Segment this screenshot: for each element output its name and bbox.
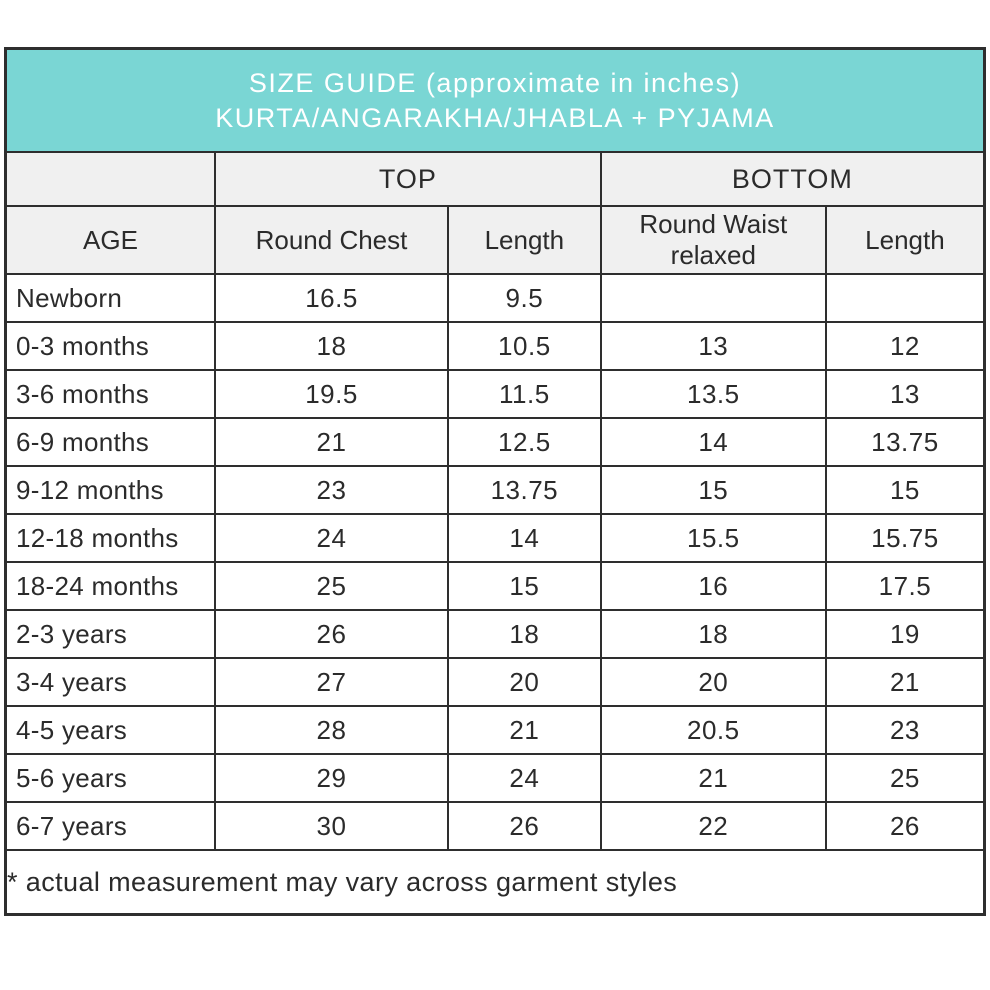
round-waist-cell: 15.5 <box>599 513 827 563</box>
table-row-9-12-months: 9-12 months 23 13.75 15 15 <box>4 465 986 515</box>
bottom-length-cell: 26 <box>824 801 986 851</box>
group-header-empty <box>4 151 216 207</box>
top-length-cell: 11.5 <box>447 369 602 419</box>
bottom-length-cell: 13 <box>824 369 986 419</box>
footnote-row: * actual measurement may vary across gar… <box>4 849 986 916</box>
table-row-3-4-years: 3-4 years 27 20 20 21 <box>4 657 986 707</box>
top-length-cell: 12.5 <box>447 417 602 467</box>
table-title: SIZE GUIDE (approximate in inches) KURTA… <box>4 47 986 153</box>
round-chest-cell: 29 <box>214 753 449 803</box>
footnote: * actual measurement may vary across gar… <box>4 849 986 916</box>
round-waist-cell <box>599 273 827 323</box>
col-header-top-length: Length <box>447 205 602 275</box>
round-chest-cell: 27 <box>214 657 449 707</box>
round-chest-cell: 28 <box>214 705 449 755</box>
round-chest-cell: 16.5 <box>214 273 449 323</box>
age-cell: 2-3 years <box>4 609 216 659</box>
top-length-cell: 26 <box>447 801 602 851</box>
round-chest-cell: 19.5 <box>214 369 449 419</box>
round-chest-cell: 24 <box>214 513 449 563</box>
age-cell: 3-4 years <box>4 657 216 707</box>
round-chest-cell: 25 <box>214 561 449 611</box>
bottom-length-cell: 21 <box>824 657 986 707</box>
table-row-2-3-years: 2-3 years 26 18 18 19 <box>4 609 986 659</box>
top-length-cell: 9.5 <box>447 273 602 323</box>
top-length-cell: 21 <box>447 705 602 755</box>
round-waist-cell: 20 <box>599 657 827 707</box>
top-length-cell: 14 <box>447 513 602 563</box>
round-waist-cell: 13.5 <box>599 369 827 419</box>
group-header-bottom: BOTTOM <box>599 151 986 207</box>
bottom-length-cell: 15 <box>824 465 986 515</box>
top-length-cell: 18 <box>447 609 602 659</box>
age-cell: Newborn <box>4 273 216 323</box>
bottom-length-cell: 12 <box>824 321 986 371</box>
age-cell: 0-3 months <box>4 321 216 371</box>
size-guide-table: SIZE GUIDE (approximate in inches) KURTA… <box>4 47 986 916</box>
round-waist-cell: 21 <box>599 753 827 803</box>
top-length-cell: 20 <box>447 657 602 707</box>
round-chest-cell: 23 <box>214 465 449 515</box>
round-waist-cell: 16 <box>599 561 827 611</box>
bottom-length-cell: 17.5 <box>824 561 986 611</box>
table-row-6-9-months: 6-9 months 21 12.5 14 13.75 <box>4 417 986 467</box>
column-header-row: AGE Round Chest Length Round Waist relax… <box>4 205 986 275</box>
table-row-4-5-years: 4-5 years 28 21 20.5 23 <box>4 705 986 755</box>
age-cell: 12-18 months <box>4 513 216 563</box>
round-chest-cell: 26 <box>214 609 449 659</box>
col-header-age: AGE <box>4 205 216 275</box>
age-cell: 9-12 months <box>4 465 216 515</box>
table-row-18-24-months: 18-24 months 25 15 16 17.5 <box>4 561 986 611</box>
age-cell: 6-9 months <box>4 417 216 467</box>
round-waist-cell: 22 <box>599 801 827 851</box>
table-row-0-3-months: 0-3 months 18 10.5 13 12 <box>4 321 986 371</box>
bottom-length-cell: 19 <box>824 609 986 659</box>
table-row-newborn: Newborn 16.5 9.5 <box>4 273 986 323</box>
round-chest-cell: 21 <box>214 417 449 467</box>
title-line-1: SIZE GUIDE (approximate in inches) <box>248 67 742 98</box>
table-row-6-7-years: 6-7 years 30 26 22 26 <box>4 801 986 851</box>
age-cell: 4-5 years <box>4 705 216 755</box>
title-row: SIZE GUIDE (approximate in inches) KURTA… <box>4 47 986 153</box>
top-length-cell: 10.5 <box>447 321 602 371</box>
top-length-cell: 15 <box>447 561 602 611</box>
bottom-length-cell: 23 <box>824 705 986 755</box>
bottom-length-cell: 25 <box>824 753 986 803</box>
age-cell: 18-24 months <box>4 561 216 611</box>
bottom-length-cell <box>824 273 986 323</box>
age-cell: 6-7 years <box>4 801 216 851</box>
table-row-3-6-months: 3-6 months 19.5 11.5 13.5 13 <box>4 369 986 419</box>
age-cell: 5-6 years <box>4 753 216 803</box>
round-waist-cell: 14 <box>599 417 827 467</box>
age-cell: 3-6 months <box>4 369 216 419</box>
round-waist-cell: 18 <box>599 609 827 659</box>
col-header-round-chest: Round Chest <box>214 205 449 275</box>
bottom-length-cell: 15.75 <box>824 513 986 563</box>
round-waist-cell: 13 <box>599 321 827 371</box>
bottom-length-cell: 13.75 <box>824 417 986 467</box>
col-header-bottom-length: Length <box>824 205 986 275</box>
title-line-2: KURTA/ANGARAKHA/JHABLA + PYJAMA <box>215 102 775 133</box>
top-length-cell: 13.75 <box>447 465 602 515</box>
group-header-top: TOP <box>214 151 602 207</box>
group-header-row: TOP BOTTOM <box>4 151 986 207</box>
round-chest-cell: 18 <box>214 321 449 371</box>
round-chest-cell: 30 <box>214 801 449 851</box>
top-length-cell: 24 <box>447 753 602 803</box>
round-waist-cell: 15 <box>599 465 827 515</box>
col-header-round-waist: Round Waist relaxed <box>599 205 827 275</box>
table-row-5-6-years: 5-6 years 29 24 21 25 <box>4 753 986 803</box>
table-row-12-18-months: 12-18 months 24 14 15.5 15.75 <box>4 513 986 563</box>
round-waist-cell: 20.5 <box>599 705 827 755</box>
